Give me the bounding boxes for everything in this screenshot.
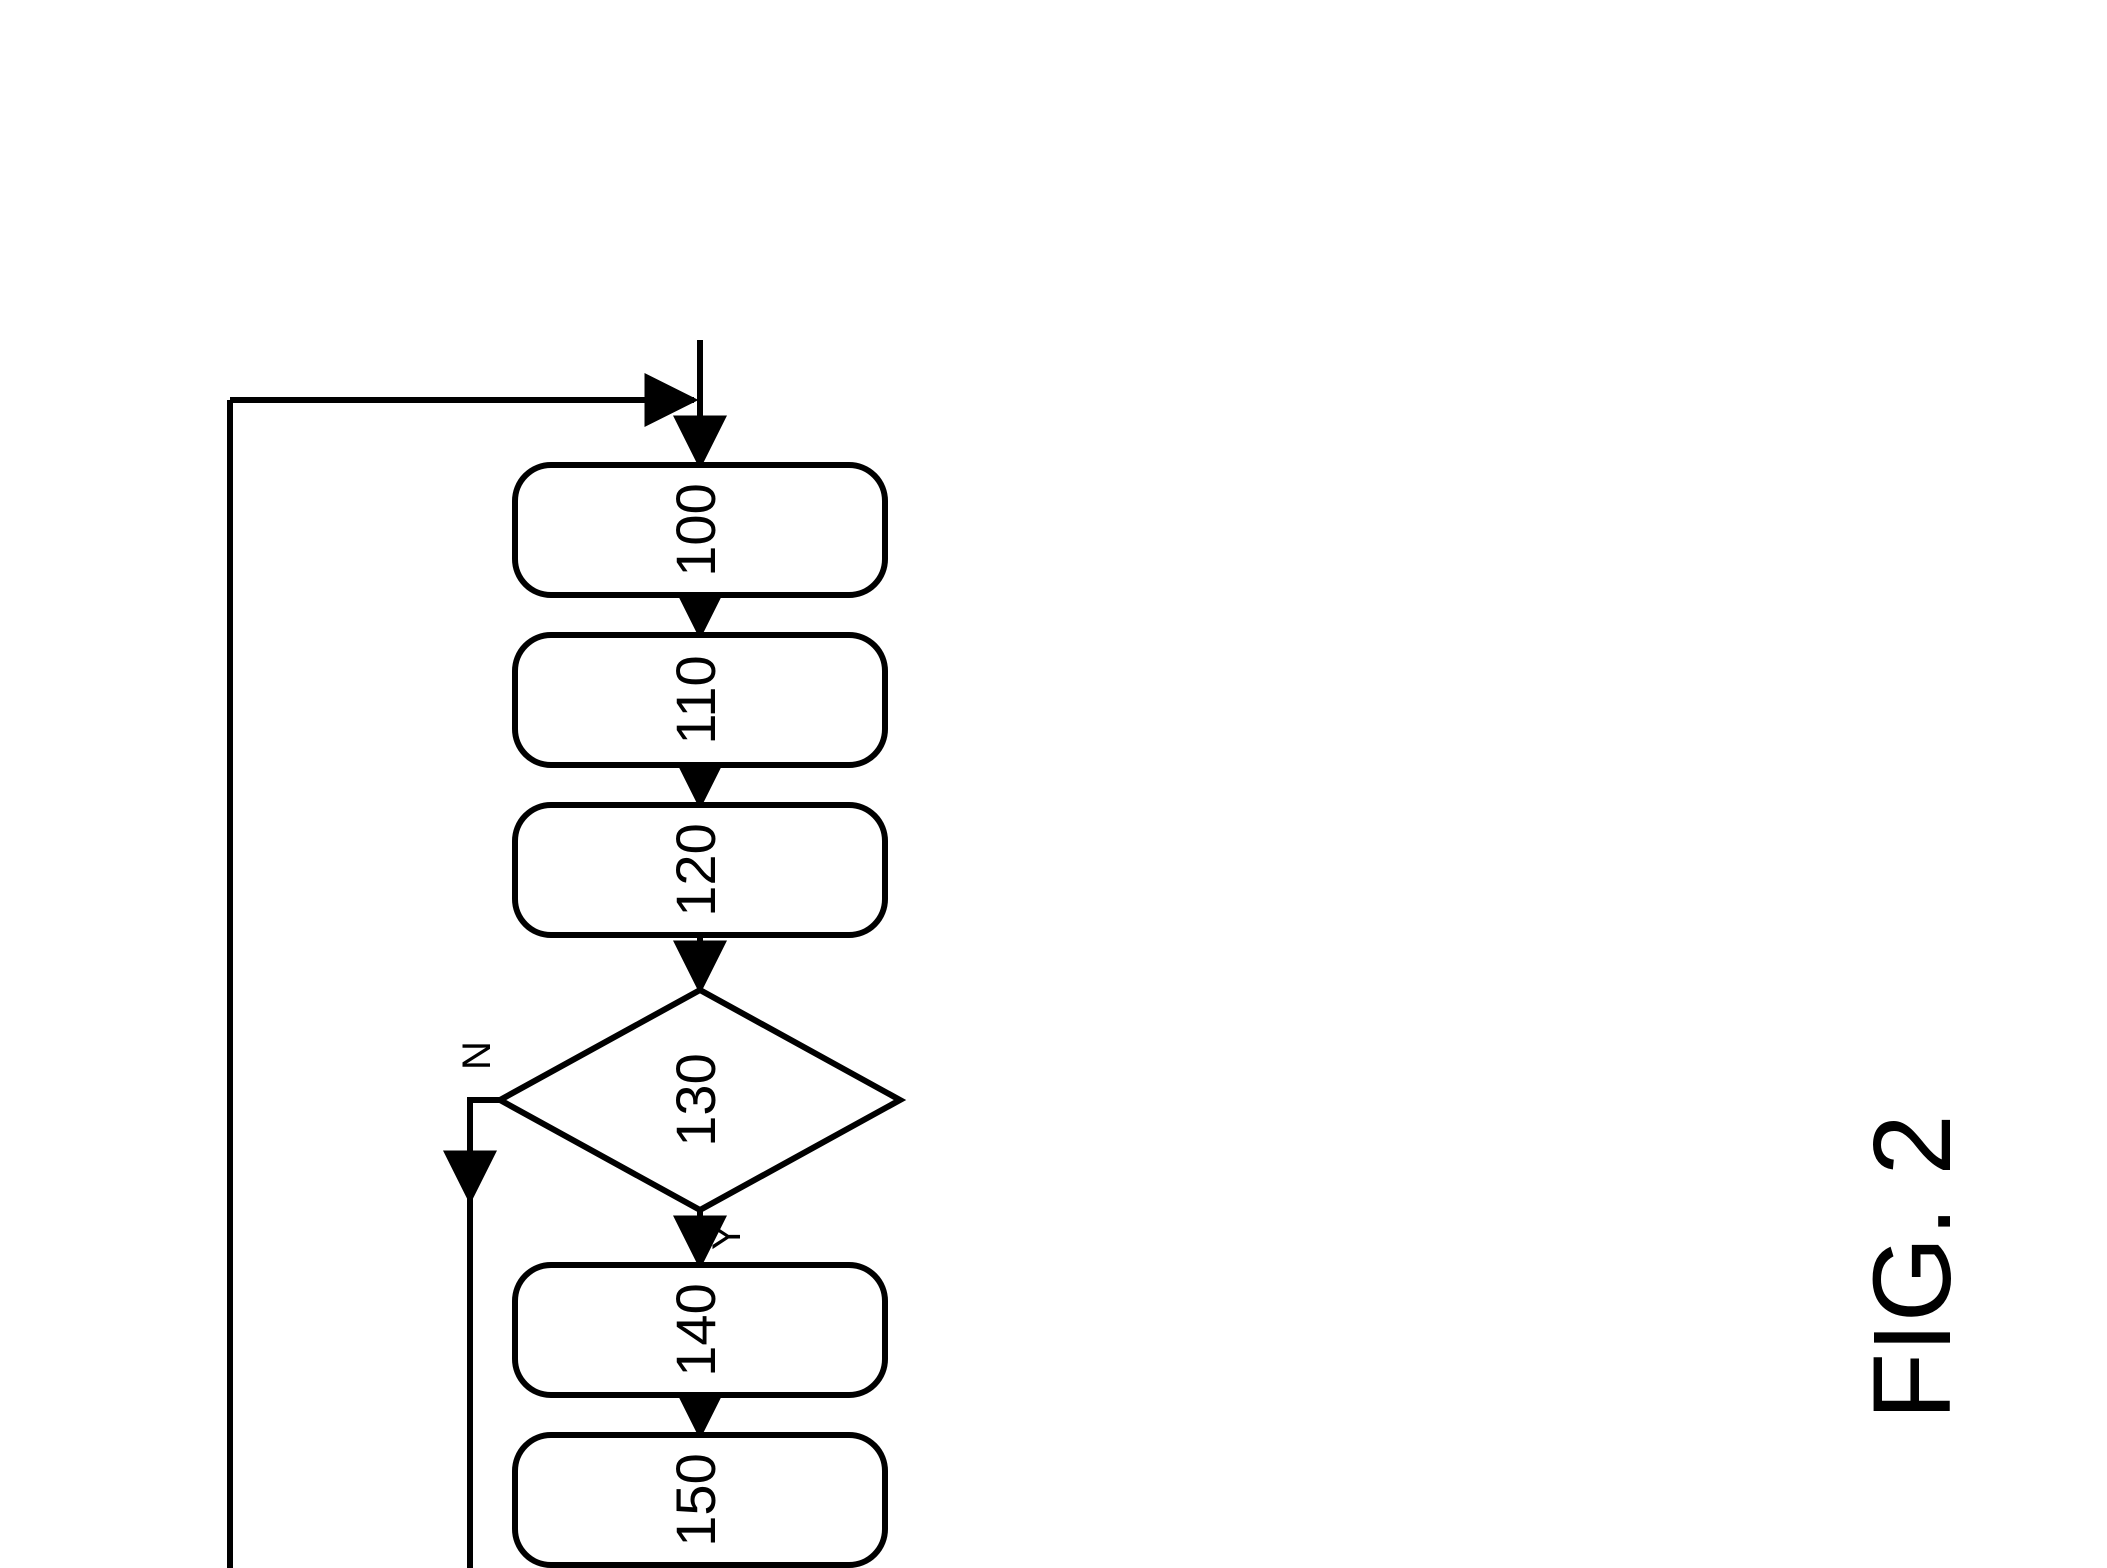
process-node-140: 140 [515,1265,885,1395]
figure-label: FIG. 2 [1851,1114,1974,1420]
node-label-150: 150 [664,1453,727,1546]
process-node-120: 120 [515,805,885,935]
decision-node-130: 130 [500,990,900,1210]
node-label-120: 120 [664,823,727,916]
node-label-110: 110 [664,655,727,744]
process-node-100: 100 [515,465,885,595]
process-node-150: 150 [515,1435,885,1565]
process-node-110: 110 [515,635,885,765]
node-label-130: 130 [664,1053,727,1146]
node-label-140: 140 [664,1283,727,1376]
edge-130-no-branch [470,1100,500,1200]
flowchart-figure: 100 110 120 130 140 150 Y N FIG. 2 [0,0,2107,1568]
decision-no-label: N [455,1041,499,1070]
decision-yes-label: Y [705,1223,749,1250]
node-label-100: 100 [664,483,727,576]
